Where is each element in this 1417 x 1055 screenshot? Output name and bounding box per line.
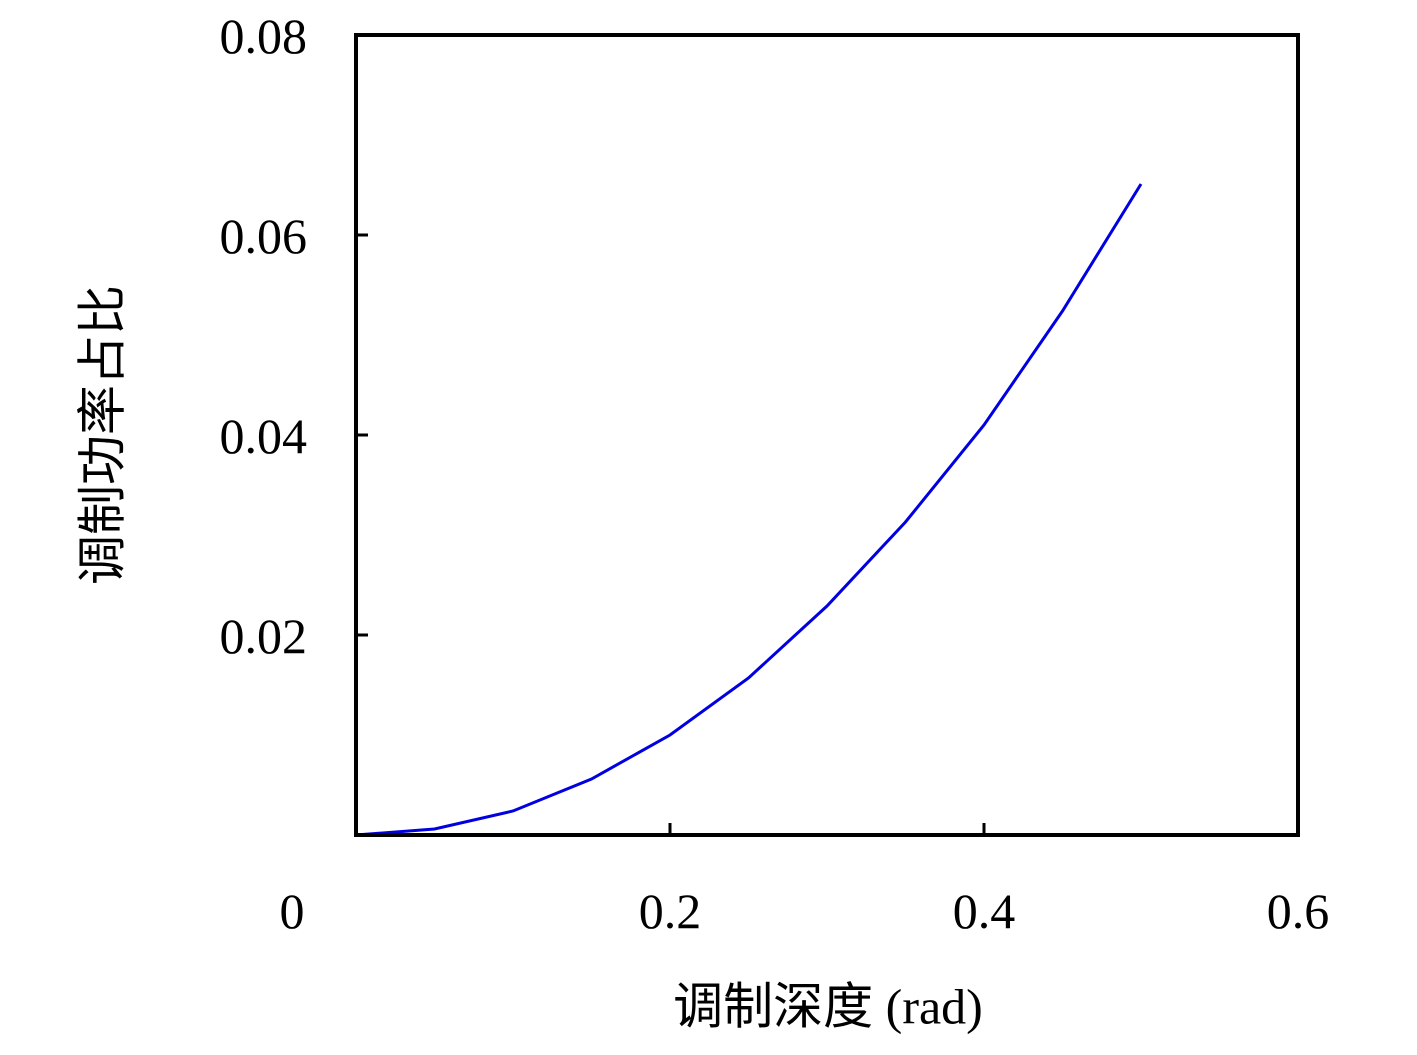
y-tick-label: 0.02 [220,608,308,664]
x-tick-label: 0.2 [639,883,702,939]
line [355,183,1143,837]
plot-frame [354,33,1300,837]
y-axis-label: 调制功率占比 [74,285,130,585]
x-tick-label: 0 [280,883,305,939]
y-tick-label: 0.06 [220,208,308,264]
x-tick-label: 0.6 [1267,883,1330,939]
y-tick-label: 0.08 [220,8,308,64]
x-tick-label: 0.4 [953,883,1016,939]
x-axis-label: 调制深度 (rad) [673,978,983,1034]
y-tick-label: 0.04 [220,408,308,464]
